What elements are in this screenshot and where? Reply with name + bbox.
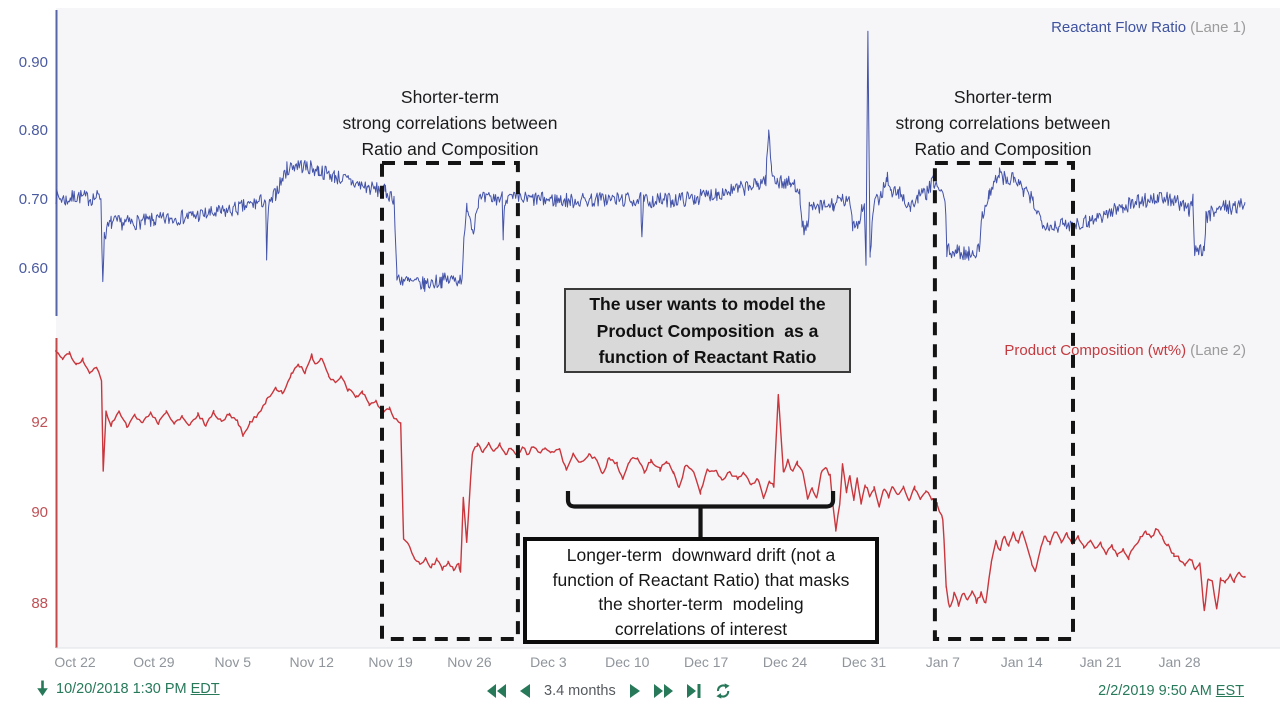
refresh-button[interactable] — [715, 683, 731, 699]
lane1-tag: (Lane 1) — [1190, 19, 1246, 36]
annotation-line: function of Reactant Ratio — [598, 347, 817, 367]
jump-backward-icon — [487, 684, 506, 698]
y-tick-label: 0.70 — [18, 191, 48, 208]
step-backward-icon — [520, 684, 530, 698]
x-tick-label: Nov 26 — [447, 654, 492, 670]
x-tick-label: Nov 19 — [368, 654, 413, 670]
x-tick-label: Jan 28 — [1158, 654, 1201, 670]
annotation-line: strong correlations between — [342, 113, 558, 133]
annotation-line: Shorter-term — [400, 87, 500, 107]
x-tick-label: Jan 14 — [1000, 654, 1043, 670]
jump-forward-button[interactable] — [653, 684, 673, 698]
x-tick-label: Oct 22 — [54, 654, 96, 670]
jump-forward-icon — [653, 684, 673, 698]
pan-down-icon — [37, 680, 48, 696]
step-forward-button[interactable] — [629, 684, 640, 698]
x-tick-label: Oct 29 — [133, 654, 175, 670]
annotation-line: the shorter-term modeling — [598, 594, 804, 614]
lane1-series-name: Reactant Flow Ratio — [1051, 19, 1187, 36]
annotation-line: The user wants to model the — [589, 294, 826, 314]
y-tick-label: 90 — [31, 504, 48, 521]
lane1-title: Reactant Flow Ratio (Lane 1) — [1051, 19, 1246, 36]
range-start-display[interactable]: 10/20/2018 1:30 PM EDT — [36, 680, 220, 697]
annotation-line: Ratio and Composition — [361, 139, 539, 159]
lane2-title: Product Composition (wt%) (Lane 2) — [1004, 342, 1246, 359]
x-tick-label: Nov 12 — [289, 654, 334, 670]
annotation-line: correlations of interest — [614, 618, 788, 639]
y-tick-label: 92 — [31, 413, 48, 431]
lane2-tag: (Lane 2) — [1190, 342, 1246, 359]
range-end-text: 2/2/2019 9:50 AM EST — [1098, 683, 1244, 699]
annotation-line: strong correlations between — [895, 113, 1111, 133]
y-tick-label: 0.60 — [18, 259, 48, 277]
start-timezone: EDT — [190, 680, 220, 697]
x-tick-label: Jan 7 — [925, 654, 960, 670]
x-tick-label: Dec 3 — [530, 654, 567, 670]
annotation-line: Ratio and Composition — [914, 139, 1092, 159]
step-backward-button[interactable] — [520, 684, 530, 698]
annotation-line: Shorter-term — [953, 87, 1053, 107]
end-timezone: EST — [1215, 683, 1244, 699]
range-start-text: 10/20/2018 1:30 PM EDT — [56, 680, 220, 697]
x-tick-label: Dec 24 — [762, 654, 808, 670]
annotation-line: Product Composition as a — [596, 320, 819, 341]
y-tick-label: 0.80 — [18, 122, 48, 140]
annotation-line: function of Reactant Ratio) that masks — [552, 569, 850, 590]
x-tick-label: Dec 10 — [605, 654, 650, 670]
skip-to-end-button[interactable] — [686, 684, 701, 698]
y-tick-label: 88 — [31, 594, 48, 612]
annotation-line: Longer-term downward drift (not a — [566, 545, 836, 565]
annotation-shorter-term-left: Shorter-term strong correlations between… — [290, 84, 610, 162]
step-forward-icon — [629, 684, 640, 698]
x-tick-label: Dec 17 — [683, 654, 729, 670]
time-navigation: 3.4 months — [487, 679, 731, 703]
range-end-display[interactable]: 2/2/2019 9:50 AM EST — [1098, 683, 1244, 699]
skip-to-end-icon — [686, 684, 701, 698]
annotation-model-box: The user wants to model the Product Comp… — [564, 288, 851, 373]
x-tick-label: Nov 5 — [214, 654, 252, 670]
annotation-shorter-term-right: Shorter-term strong correlations between… — [843, 84, 1163, 162]
x-tick-label: Dec 31 — [841, 654, 887, 670]
x-tick-label: Jan 21 — [1079, 654, 1122, 670]
duration-display[interactable]: 3.4 months — [544, 683, 616, 699]
annotation-drift-box: Longer-term downward drift (not a functi… — [523, 537, 879, 644]
jump-backward-button[interactable] — [487, 684, 506, 698]
refresh-icon — [716, 683, 730, 699]
lane2-series-name: Product Composition (wt%) — [1004, 342, 1187, 359]
y-tick-label: 0.90 — [18, 53, 48, 71]
